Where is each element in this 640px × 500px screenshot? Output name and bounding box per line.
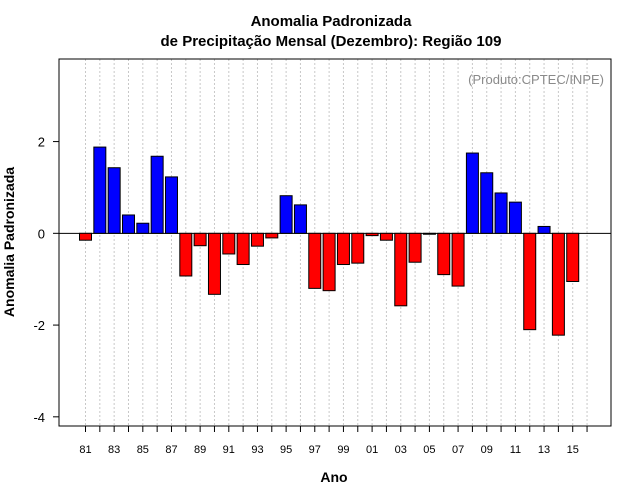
bar-1998 [336, 232, 350, 266]
bar-2006 [451, 232, 465, 287]
bar-2000 [365, 232, 379, 237]
bar-1982 [107, 167, 121, 234]
x-axis-label: Ano [320, 469, 347, 485]
bar-2008 [480, 172, 494, 234]
bar-1984 [136, 222, 150, 234]
bar-1980 [79, 232, 92, 241]
x-tick-label: 85 [137, 444, 149, 456]
bar-1990 [222, 232, 236, 255]
bar-1987 [179, 232, 193, 277]
y-axis-label: Anomalia Padronizada [1, 167, 17, 317]
bar-1985 [150, 155, 164, 234]
x-tick-label: 91 [223, 444, 235, 456]
x-tick-label: 09 [481, 444, 493, 456]
x-tick-label: 11 [510, 444, 521, 456]
x-tick-label: 87 [165, 444, 177, 456]
x-tick-label: 83 [108, 444, 120, 456]
x-tick-label: 13 [538, 444, 550, 456]
bar-1983 [121, 214, 135, 234]
y-tick-label: 0 [38, 226, 45, 241]
bars [79, 146, 580, 336]
x-tick-label: 95 [280, 444, 292, 456]
bar-2012 [537, 225, 551, 234]
bar-2007 [465, 152, 479, 234]
x-tick-label: 89 [194, 444, 206, 456]
x-tick-label: 93 [251, 444, 263, 456]
y-tick-label: 2 [38, 135, 45, 150]
bar-1986 [164, 176, 178, 234]
bar-1989 [207, 232, 221, 295]
bar-1988 [193, 232, 207, 247]
chart-subtitle: de Precipitação Mensal (Dezembro): Regiã… [161, 33, 502, 50]
y-tick-label: -2 [33, 318, 45, 333]
y-axis: -4 -2 0 2 [33, 135, 59, 425]
bar-2001 [379, 232, 393, 241]
bar-2014 [566, 232, 580, 282]
x-tick-label: 15 [567, 444, 579, 456]
x-tick-label: 05 [423, 444, 435, 456]
x-axis: 81 83 85 87 89 91 93 95 97 99 01 03 05 07 09 11 13 15 [79, 426, 588, 456]
bar-1994 [279, 195, 293, 234]
x-tick-label: 03 [395, 444, 407, 456]
x-tick-label: 97 [309, 444, 321, 456]
bar-2005 [437, 232, 451, 276]
bar-1995 [293, 204, 307, 234]
bar-1993 [265, 232, 279, 239]
bar-2002 [394, 232, 408, 307]
chart-title: Anomalia Padronizada [251, 13, 413, 30]
bar-1996 [308, 232, 322, 289]
source-annotation: (Produto:CPTEC/INPE) [468, 72, 604, 87]
grid-lines [85, 59, 588, 426]
bar-1997 [322, 232, 336, 292]
y-tick-label: -4 [33, 410, 45, 425]
bar-2009 [494, 192, 508, 234]
x-tick-label: 01 [366, 444, 378, 456]
x-tick-label: 81 [79, 444, 91, 456]
plot-frame [58, 58, 612, 427]
x-tick-label: 07 [452, 444, 464, 456]
bar-1991 [236, 232, 250, 266]
bar-2013 [551, 232, 565, 336]
x-tick-label: 99 [337, 444, 349, 456]
bar-1981 [93, 146, 107, 234]
bar-1992 [250, 232, 264, 247]
bar-1999 [351, 232, 365, 264]
bar-2004 [422, 232, 436, 235]
bar-2010 [508, 201, 522, 234]
bar-2003 [408, 232, 422, 263]
bar-2011 [523, 232, 537, 331]
